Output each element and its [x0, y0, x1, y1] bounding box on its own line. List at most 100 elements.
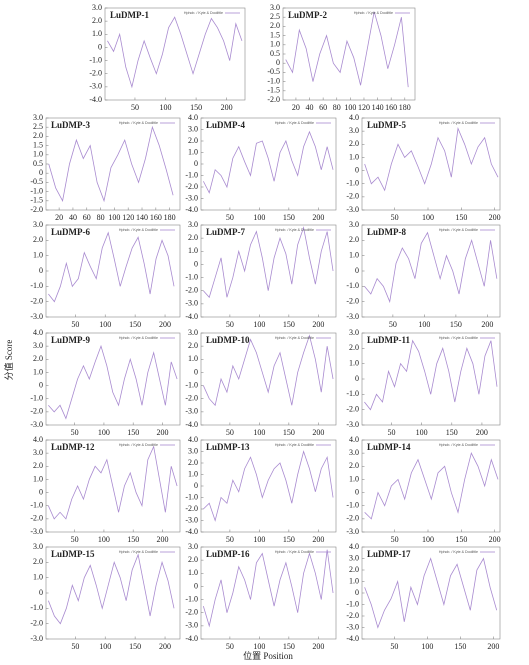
panel-title: LuDMP-3	[51, 120, 90, 130]
y-tick-label: 2.0	[349, 139, 359, 148]
y-tick-label: -3.0	[346, 312, 359, 321]
y-tick-label: -1.0	[185, 170, 198, 179]
y-tick-label: 2.0	[188, 233, 198, 242]
x-tick-label: 100	[416, 428, 428, 437]
y-tick-label: -3.0	[30, 312, 43, 321]
x-tick-label: 100	[253, 213, 265, 222]
y-tick-label: 1.0	[349, 576, 359, 585]
y-tick-label: -4.0	[89, 95, 102, 104]
hydropathy-line	[107, 16, 243, 89]
y-tick-label: -2.0	[185, 608, 198, 617]
x-tick-label: 160	[385, 103, 397, 112]
x-tick-label: 50	[389, 320, 397, 329]
x-tick-label: 200	[312, 535, 324, 544]
x-tick-label: 150	[283, 213, 295, 222]
x-tick-label: 100	[99, 320, 111, 329]
y-tick-label: 3.0	[188, 220, 198, 229]
legend-label: Hphob. / Kyte & Doolittle	[439, 443, 478, 447]
y-tick-label: -3.0	[185, 621, 198, 630]
panel-title: LuDMP-5	[367, 120, 406, 130]
y-tick-label: 1.0	[92, 29, 102, 38]
panel-title: LuDMP-14	[367, 442, 411, 452]
y-tick-label: 0	[194, 159, 198, 168]
y-tick-label: 1.0	[188, 568, 198, 577]
y-tick-label: -2.0	[267, 95, 280, 104]
y-tick-label: 4.0	[349, 435, 359, 444]
y-tick-label: -2.0	[30, 618, 43, 627]
x-tick-label: 50	[391, 535, 399, 544]
x-tick-label: 100	[422, 213, 434, 222]
y-tick-label: 4.0	[33, 328, 43, 337]
y-tick-label: -2.0	[30, 296, 43, 305]
x-tick-label: 100	[108, 213, 120, 222]
legend-label: Hphob. / Kyte & Doolittle	[354, 11, 393, 15]
legend-label: Hphob. / Kyte & Doolittle	[119, 443, 158, 447]
y-tick-label: -3.0	[30, 634, 43, 643]
y-tick-label: -4.0	[185, 527, 198, 536]
plot-frame	[361, 224, 501, 318]
y-tick-label: -1.0	[346, 389, 359, 398]
y-tick-label: -3.0	[185, 515, 198, 524]
x-tick-label: 100	[98, 535, 110, 544]
y-axis-title: 分值 Score	[3, 340, 14, 381]
x-tick-label: 150	[127, 535, 139, 544]
x-tick-label: 180	[164, 213, 176, 222]
y-tick-label: 1.0	[33, 150, 43, 159]
legend-label: Hphob. / Kyte & Doolittle	[275, 121, 314, 125]
hydropathy-line	[48, 344, 178, 420]
y-tick-label: 3.0	[188, 328, 198, 337]
x-tick-label: 80	[97, 213, 105, 222]
y-tick-label: -4.0	[185, 420, 198, 429]
x-tick-label: 40	[69, 213, 77, 222]
panel-title: LuDMP-10	[206, 335, 250, 345]
y-tick-label: 0	[355, 266, 359, 275]
x-tick-label: 200	[312, 213, 324, 222]
y-tick-label: 0.5	[270, 49, 280, 58]
x-tick-label: 50	[226, 213, 234, 222]
y-tick-label: 3.0	[92, 3, 102, 12]
y-tick-label: 2.0	[33, 461, 43, 470]
y-tick-label: 4.0	[188, 113, 198, 122]
x-tick-label: 50	[71, 642, 79, 651]
panel-title: LuDMP-9	[51, 335, 90, 345]
x-tick-label: 200	[487, 642, 499, 651]
y-tick-label: 2.0	[188, 458, 198, 467]
y-tick-label: 1.0	[188, 354, 198, 363]
y-tick-label: 3.0	[33, 448, 43, 457]
plot-frame	[200, 117, 337, 211]
panel-title: LuDMP-7	[206, 227, 245, 237]
hydropathy-line	[202, 549, 334, 628]
y-tick-label: 1.0	[33, 572, 43, 581]
panel-title: LuDMP-16	[206, 549, 250, 559]
y-tick-label: -3.0	[346, 205, 359, 214]
legend-label: Hphob. / Kyte & Doolittle	[439, 121, 478, 125]
y-tick-label: -2.0	[346, 404, 359, 413]
y-tick-label: -2.0	[346, 192, 359, 201]
y-tick-label: -1.0	[30, 394, 43, 403]
x-axis-title: 位置 Position	[243, 650, 293, 661]
y-tick-label: 3.0	[349, 220, 359, 229]
x-tick-label: 200	[159, 642, 171, 651]
plot-frame	[104, 7, 246, 101]
y-tick-label: 3.0	[33, 341, 43, 350]
x-tick-label: 100	[422, 535, 434, 544]
y-tick-label: 2.0	[349, 235, 359, 244]
y-tick-label: 2.0	[92, 16, 102, 25]
y-tick-label: -2.0	[185, 394, 198, 403]
x-tick-label: 150	[446, 428, 458, 437]
x-tick-label: 150	[127, 428, 139, 437]
hydropathy-line	[364, 339, 498, 411]
panel-title: LuDMP-1	[110, 10, 149, 20]
y-tick-label: 2.0	[33, 235, 43, 244]
y-tick-label: 0	[194, 481, 198, 490]
x-tick-label: 200	[481, 320, 493, 329]
legend-label: Hphob. / Kyte & Doolittle	[275, 550, 314, 554]
y-tick-label: 2.0	[349, 343, 359, 352]
plot-frame	[200, 546, 337, 640]
x-tick-label: 200	[489, 213, 501, 222]
x-tick-label: 150	[190, 103, 202, 112]
y-tick-label: 3.0	[270, 3, 280, 12]
panel-title: LuDMP-8	[367, 227, 406, 237]
y-tick-label: 1.0	[349, 474, 359, 483]
legend-label: Hphob. / Kyte & Doolittle	[119, 121, 158, 125]
